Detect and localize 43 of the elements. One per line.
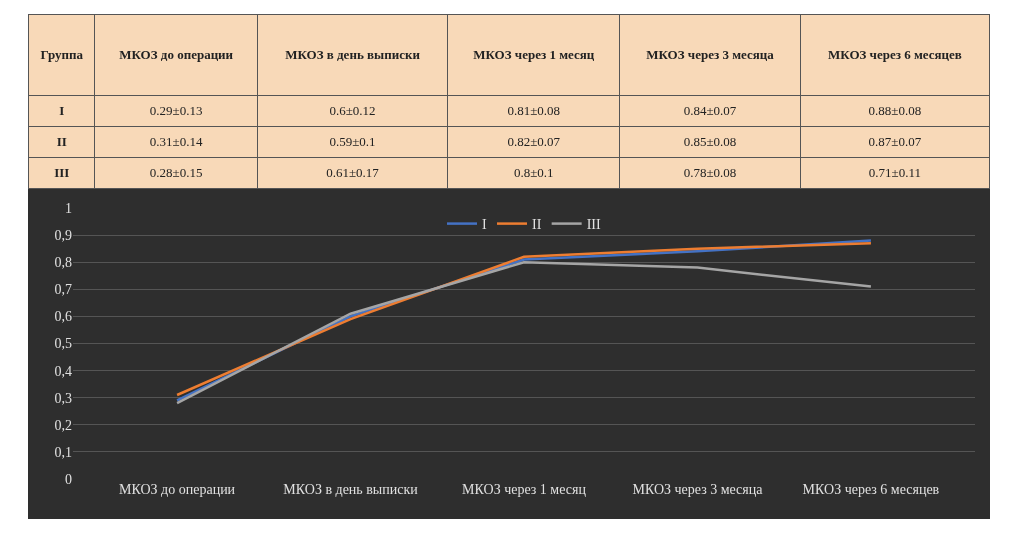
data-label: 0.78±0.08 [619,157,801,189]
data-label: 0.87±0.07 [800,126,990,158]
y-tick-label: 0,6 [54,309,72,325]
y-tick-label: 1 [65,200,72,216]
data-label: 0.31±0.14 [94,126,258,158]
x-tick-label: МКОЗ в день выписки [283,482,419,497]
y-tick-label: 0,9 [54,228,72,243]
data-label: 0.81±0.08 [447,95,620,127]
category-label: МКОЗ через 3 месяца [646,47,774,62]
category-label: МКОЗ через 6 месяцев [828,47,962,62]
legend-label: III [586,217,601,233]
data-label: 0.28±0.15 [94,157,258,189]
y-tick-label: 0,2 [54,417,72,433]
data-label: 0.88±0.08 [800,95,990,127]
text: II [56,134,67,149]
x-tick-label: МКОЗ через 6 месяцев [802,482,940,497]
data-label: 0.29±0.13 [94,95,258,127]
y-tick-label: 0,8 [54,255,72,271]
y-tick-label: 0,3 [54,390,72,406]
y-tick-label: 0,5 [54,336,72,352]
x-tick-label: МКОЗ через 3 месяца [632,482,764,497]
data-label: 0.61±0.17 [257,157,448,189]
y-tick-label: 0,4 [54,363,72,379]
y-tick-label: 0 [65,471,72,487]
legend-label: II [532,217,542,233]
data-label: 0.85±0.08 [619,126,801,158]
data-label: 0.84±0.07 [619,95,801,127]
data-label: 0.6±0.12 [257,95,448,127]
y-tick-label: 0,1 [54,444,72,460]
text: III [54,165,70,180]
data-label: 0.8±0.1 [447,157,620,189]
data-label: 0.71±0.11 [800,157,990,189]
category-label: МКОЗ до операции [119,47,234,62]
text: Группа [28,14,95,96]
legend-label: I [482,217,487,233]
x-tick-label: МКОЗ через 1 месяц [462,482,587,497]
data-label: 0.82±0.07 [447,126,620,158]
x-tick-label: МКОЗ до операции [119,482,236,497]
category-label: МКОЗ в день выписки [285,47,420,62]
text: I [59,103,65,118]
category-label: МКОЗ через 1 месяц [473,47,595,62]
data-label: 0.59±0.1 [257,126,448,158]
y-tick-label: 0,7 [54,282,72,298]
